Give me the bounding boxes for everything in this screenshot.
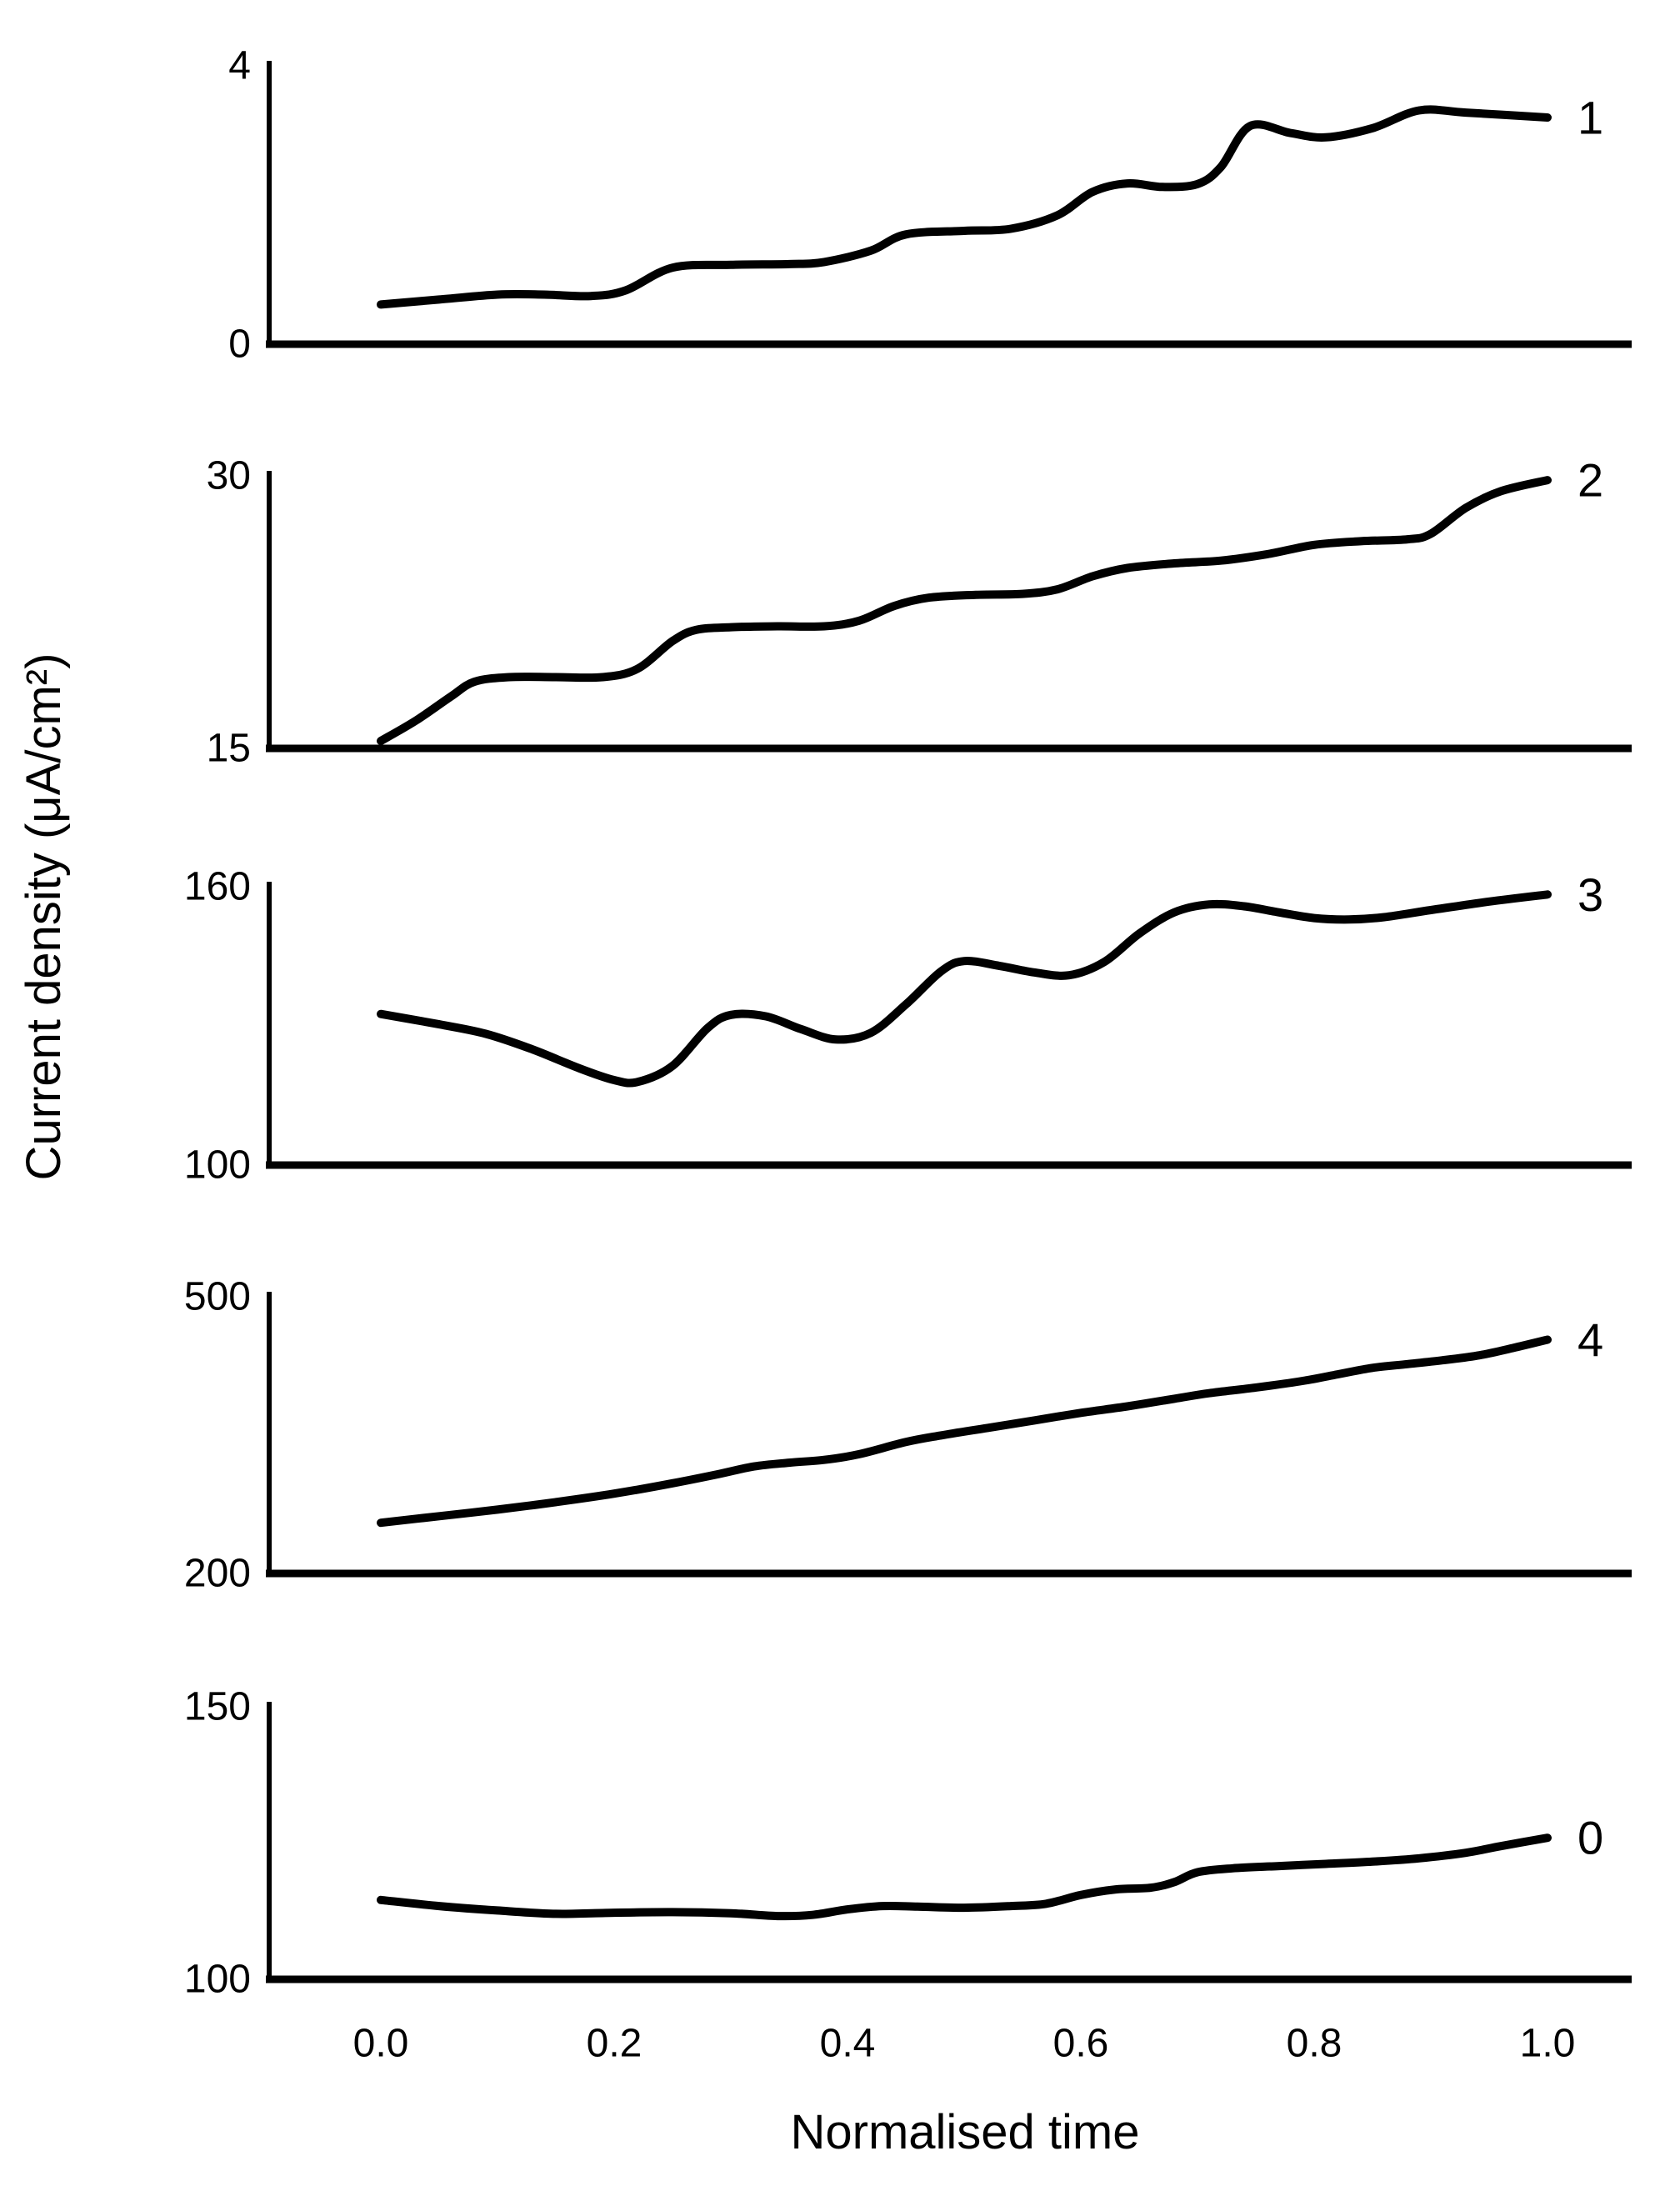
y-tick-label-panel-3: 100 [184, 1143, 251, 1188]
y-axis-title: Current density (μA/cm²) [17, 653, 71, 1181]
x-tick-label-0.0: 0.0 [353, 2022, 409, 2066]
y-tick-label-panel-0: 100 [184, 1958, 251, 2002]
x-axis-tick-labels: 0.0 0.2 0.4 0.6 0.8 1.0 [353, 2022, 1576, 2066]
curve-1 [377, 105, 1552, 309]
curve-end-label-4: 4 [1578, 1313, 1603, 1366]
y-tick-label-panel-1: 0 [228, 323, 251, 367]
curve-3 [377, 890, 1552, 1088]
curve-2 [377, 476, 1552, 746]
x-tick-label-0.6: 0.6 [1053, 2022, 1109, 2066]
curve-end-label-0: 0 [1578, 1812, 1603, 1864]
y-tick-label-panel-3: 160 [184, 865, 251, 909]
panel-3: 160 100 3 [184, 865, 1632, 1188]
panel-1: 4 0 1 [228, 44, 1632, 367]
x-tick-label-0.8: 0.8 [1287, 2022, 1342, 2066]
x-tick-label-0.2: 0.2 [587, 2022, 642, 2066]
curve-4 [377, 1335, 1552, 1528]
panel-4: 500 200 4 [184, 1275, 1632, 1596]
y-tick-label-panel-2: 15 [207, 727, 251, 771]
x-tick-label-1.0: 1.0 [1520, 2022, 1576, 2066]
x-tick-label-0.4: 0.4 [820, 2022, 876, 2066]
y-tick-label-panel-2: 30 [207, 454, 251, 498]
y-tick-label-panel-4: 500 [184, 1275, 251, 1319]
curve-0 [377, 1833, 1552, 1921]
y-tick-label-panel-0: 150 [184, 1685, 251, 1729]
panel-2: 30 15 2 [207, 454, 1632, 771]
curve-end-label-2: 2 [1578, 454, 1603, 507]
panels-group: 4 0 1 30 15 2 160 100 3 500 200 4 150 100 0 [184, 44, 1632, 2002]
y-tick-label-panel-1: 4 [228, 44, 251, 88]
x-axis-title: Normalised time [791, 2105, 1140, 2159]
curve-end-label-1: 1 [1578, 92, 1603, 144]
y-tick-label-panel-4: 200 [184, 1552, 251, 1596]
curve-end-label-3: 3 [1578, 868, 1603, 921]
panel-0: 150 100 0 [184, 1685, 1632, 2002]
